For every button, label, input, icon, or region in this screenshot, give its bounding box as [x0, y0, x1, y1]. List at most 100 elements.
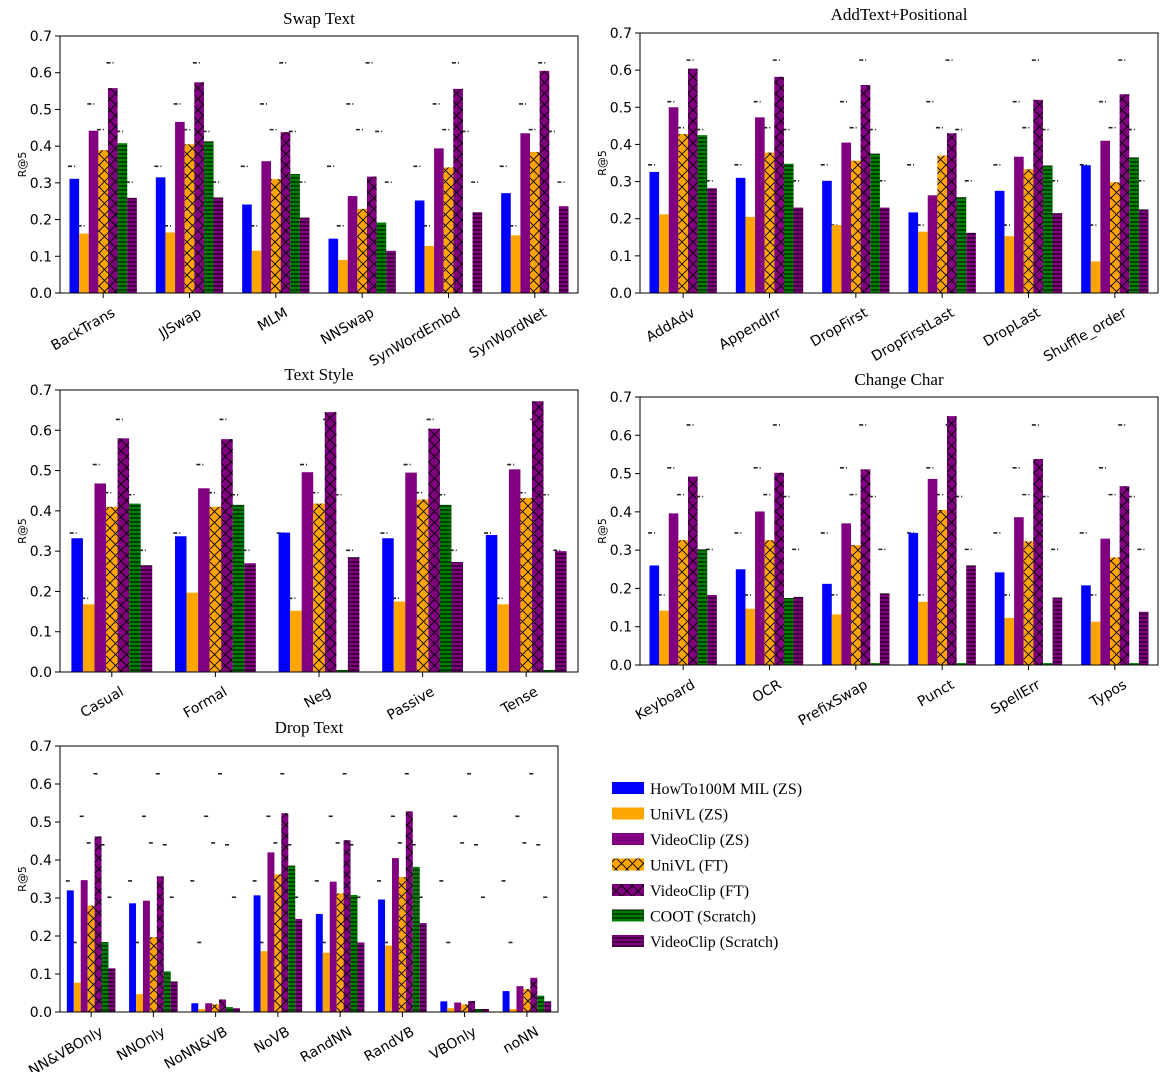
bar-hatch: [313, 503, 325, 672]
bar-hatch: [1138, 611, 1149, 665]
bar: [735, 177, 746, 293]
y-tick-label: 0.6: [610, 428, 632, 444]
bar: [440, 1001, 448, 1012]
y-tick-label: 0.1: [30, 625, 52, 641]
bar: [434, 148, 444, 293]
bar: [251, 250, 262, 293]
chart-title: Drop Text: [275, 718, 344, 737]
bar-hatch: [543, 669, 556, 672]
y-tick-label: 0.7: [610, 390, 632, 406]
bar-hatch: [687, 68, 698, 294]
legend-label: UniVL (FT): [650, 858, 728, 875]
bar-hatch: [324, 412, 337, 672]
bar-hatch: [687, 476, 698, 665]
category-group: JJSwap: [154, 62, 224, 342]
y-axis-label: R@5: [16, 866, 29, 892]
y-tick-label: 0.6: [30, 777, 52, 793]
bar: [329, 881, 337, 1012]
bar: [1090, 621, 1101, 665]
bar: [424, 246, 435, 293]
bar-hatch: [405, 811, 413, 1012]
bar: [1090, 261, 1101, 293]
bar: [516, 986, 524, 1012]
bar: [1014, 517, 1024, 665]
category-group: RandVB: [362, 772, 427, 1065]
bar-hatch: [271, 179, 281, 293]
bar: [745, 216, 756, 293]
bar-hatch: [1110, 557, 1120, 665]
bar-hatch: [937, 509, 947, 665]
bar-hatch: [203, 141, 214, 293]
category-group: OCR: [734, 424, 804, 706]
bar-hatch: [1042, 663, 1053, 665]
bar: [831, 614, 842, 665]
y-tick-label: 0.6: [30, 423, 52, 439]
x-tick-label: Shuffle_order: [1041, 305, 1130, 366]
legend-swatch: [612, 833, 644, 845]
bar-hatch: [851, 545, 861, 665]
bar-hatch: [1052, 597, 1063, 665]
bar-hatch: [1042, 165, 1053, 293]
bar-hatch: [416, 499, 429, 672]
bar-hatch: [451, 562, 464, 672]
bar: [918, 601, 928, 665]
legend-item: COOT (Scratch): [612, 909, 756, 926]
legend-item: UniVL (FT): [612, 858, 728, 875]
bar-hatch: [870, 663, 880, 665]
bar-hatch: [697, 549, 708, 665]
bar: [315, 913, 323, 1012]
bar-hatch: [212, 1004, 220, 1012]
bar-hatch: [386, 250, 396, 293]
bar-hatch: [299, 217, 310, 293]
bar: [94, 483, 107, 672]
bar: [908, 212, 919, 293]
legend-swatch-hatch: [612, 884, 644, 896]
bar: [908, 532, 919, 665]
bar-hatch: [170, 981, 178, 1012]
bar-hatch: [295, 918, 303, 1012]
bar-hatch: [793, 207, 804, 293]
bar-hatch: [764, 540, 775, 665]
category-group: DropLast: [981, 59, 1063, 350]
bar-hatch: [107, 88, 118, 294]
bar-hatch: [539, 70, 550, 293]
bar: [454, 1002, 462, 1012]
bar-hatch: [678, 134, 688, 293]
bar-hatch: [108, 968, 116, 1012]
bar-hatch: [221, 439, 233, 672]
bar: [88, 130, 99, 293]
bar-hatch: [106, 506, 118, 672]
x-tick-label: MLM: [255, 305, 291, 335]
bar: [338, 259, 348, 293]
legend-label: COOT (Scratch): [650, 909, 756, 926]
bar: [393, 601, 406, 672]
bar: [253, 895, 261, 1012]
category-group: Neg: [276, 412, 360, 712]
bar: [918, 231, 928, 293]
bar: [745, 608, 756, 665]
chart-panel-4: Change Char R@5 0.0 0.1 0.2 0.3 0.4 0.5 0.6 0.7 Ke…: [596, 370, 1159, 729]
x-tick-label: DropFirstLast: [869, 305, 957, 365]
y-tick-label: 0.3: [30, 544, 52, 560]
category-group: Casual: [69, 418, 153, 721]
y-tick-label: 0.0: [30, 286, 52, 302]
bar-hatch: [461, 1004, 469, 1012]
bar-hatch: [1033, 459, 1043, 665]
y-tick-label: 0.2: [30, 584, 52, 600]
legend-swatch-hatch: [612, 858, 644, 871]
legend-label: UniVL (ZS): [650, 807, 728, 824]
plot-frame: [59, 35, 579, 294]
legend-item: UniVL (ZS): [612, 807, 728, 824]
category-group: RandNN: [298, 772, 365, 1066]
y-tick-label: 0.7: [30, 383, 52, 399]
legend-swatch: [612, 807, 644, 820]
bar: [328, 238, 339, 293]
y-tick-label: 0.3: [30, 176, 52, 192]
bar-hatch: [336, 893, 344, 1012]
category-group: Keyboard: [633, 424, 717, 724]
bar-hatch: [453, 88, 463, 294]
legend-item: VideoClip (FT): [612, 883, 749, 900]
bar: [347, 196, 358, 293]
bar-hatch: [475, 1008, 482, 1012]
bar-hatch: [280, 132, 291, 293]
